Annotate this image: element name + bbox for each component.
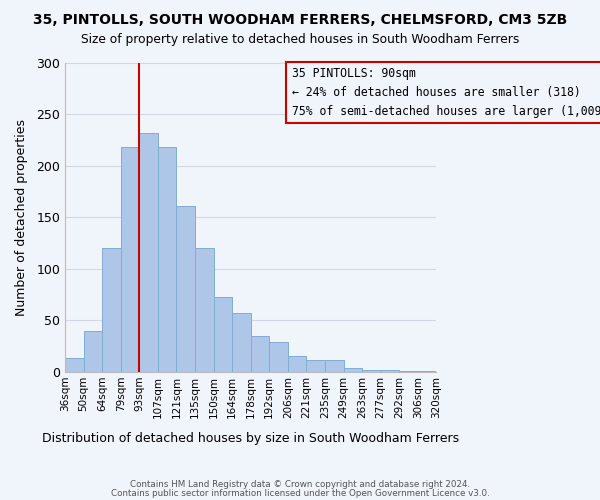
X-axis label: Distribution of detached houses by size in South Woodham Ferrers: Distribution of detached houses by size … — [42, 432, 459, 445]
Bar — [362, 370, 380, 372]
Bar — [288, 356, 307, 372]
Bar — [251, 336, 269, 372]
Bar — [102, 248, 121, 372]
Y-axis label: Number of detached properties: Number of detached properties — [15, 118, 28, 316]
Bar — [399, 371, 418, 372]
Bar — [65, 358, 83, 372]
Text: Contains public sector information licensed under the Open Government Licence v3: Contains public sector information licen… — [110, 488, 490, 498]
Bar — [139, 132, 158, 372]
Bar — [121, 147, 139, 372]
Text: Contains HM Land Registry data © Crown copyright and database right 2024.: Contains HM Land Registry data © Crown c… — [130, 480, 470, 489]
Bar — [344, 368, 362, 372]
Bar — [158, 147, 176, 372]
Bar — [195, 248, 214, 372]
Bar — [269, 342, 288, 372]
Bar — [307, 360, 325, 372]
Text: Size of property relative to detached houses in South Woodham Ferrers: Size of property relative to detached ho… — [81, 32, 519, 46]
Bar — [83, 330, 102, 372]
Text: 35 PINTOLLS: 90sqm
← 24% of detached houses are smaller (318)
75% of semi-detach: 35 PINTOLLS: 90sqm ← 24% of detached hou… — [292, 67, 600, 118]
Bar — [214, 296, 232, 372]
Bar — [380, 370, 399, 372]
Bar — [176, 206, 195, 372]
Text: 35, PINTOLLS, SOUTH WOODHAM FERRERS, CHELMSFORD, CM3 5ZB: 35, PINTOLLS, SOUTH WOODHAM FERRERS, CHE… — [33, 12, 567, 26]
Bar — [325, 360, 344, 372]
Bar — [232, 313, 251, 372]
Bar — [418, 371, 436, 372]
